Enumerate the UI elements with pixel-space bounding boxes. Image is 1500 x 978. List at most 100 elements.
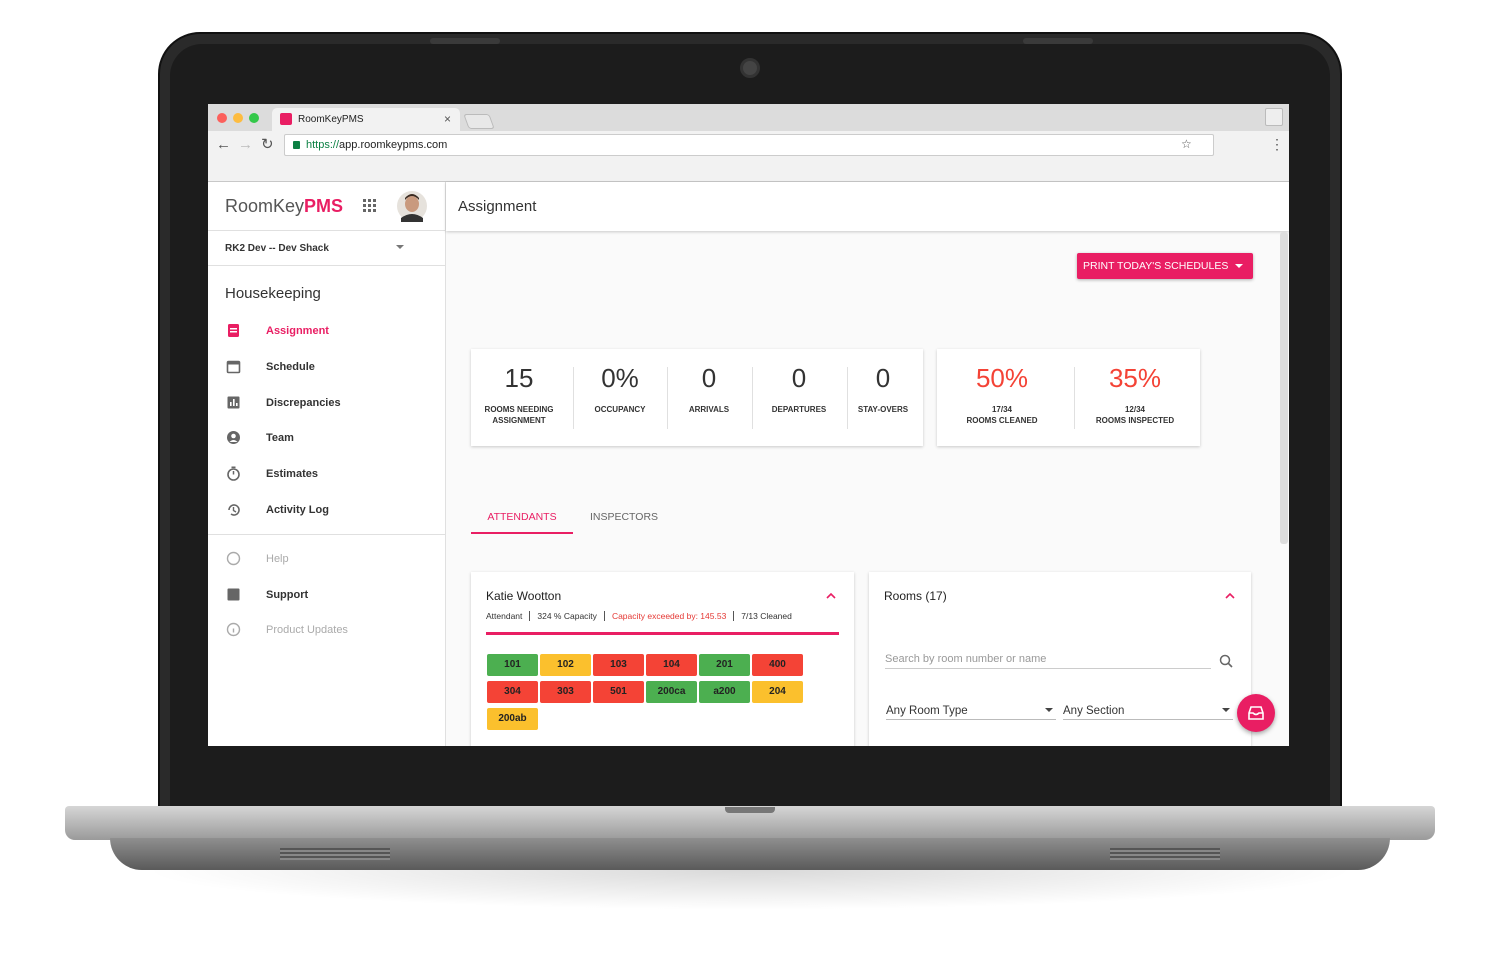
role: Attendant: [486, 611, 523, 621]
nav-item[interactable]: Activity Log: [266, 504, 329, 516]
room-chip[interactable]: 303: [540, 681, 591, 703]
header: Assignment: [446, 182, 1289, 231]
select-arrow: [1222, 708, 1230, 716]
bookmark-star[interactable]: ☆: [1181, 137, 1192, 151]
camera: [740, 58, 760, 78]
nav-icon: [228, 324, 239, 337]
speaker-grill: [1110, 848, 1220, 860]
stat-value: 0%: [601, 363, 639, 393]
room-chip[interactable]: 200ca: [646, 681, 697, 703]
stat-divider: [752, 367, 753, 429]
nav-icon: [227, 431, 240, 445]
nav-icon: [226, 622, 241, 637]
room-search[interactable]: Search by room number or name: [885, 653, 1211, 669]
tab[interactable]: INSPECTORS: [589, 511, 659, 523]
progress-count: 17/34: [991, 405, 1013, 414]
room-chip[interactable]: 204: [752, 681, 803, 703]
tab[interactable]: ATTENDANTS: [487, 511, 557, 523]
back-button[interactable]: ←: [216, 136, 231, 153]
section-select[interactable]: Any Section: [1063, 705, 1233, 720]
room-chip[interactable]: 200ab: [487, 708, 538, 730]
room-chip[interactable]: 400: [752, 654, 803, 676]
nav-icon: [227, 588, 240, 601]
url-host: app.roomkeypms.com: [339, 139, 448, 151]
room-chip[interactable]: 501: [593, 681, 644, 703]
stat-divider: [667, 367, 668, 429]
stat-label: ROOMS NEEDING ASSIGNMENT: [484, 405, 554, 425]
capacity-bar: [486, 632, 839, 635]
stat-value: 0: [701, 363, 717, 393]
logo-accent: PMS: [304, 196, 344, 216]
reload-button[interactable]: ↻: [261, 136, 274, 153]
profile-button[interactable]: [1265, 108, 1283, 126]
secondary-nav-item[interactable]: Product Updates: [266, 624, 348, 637]
browser-tab[interactable]: RoomKeyPMS ×: [272, 108, 460, 131]
secondary-nav-item[interactable]: Help: [266, 553, 289, 565]
room-chip[interactable]: 304: [487, 681, 538, 703]
progress-card: 50% 17/34 ROOMS CLEANED 35% 12/34 ROOMS INSPE…: [937, 349, 1200, 446]
maximize-dot[interactable]: [249, 113, 259, 123]
cleaned: 7/13 Cleaned: [733, 611, 792, 621]
scrollbar[interactable]: [1280, 232, 1288, 544]
nav-item[interactable]: Schedule: [266, 360, 315, 373]
room-type-select[interactable]: Any Room Type: [886, 705, 1056, 720]
collapse-icon[interactable]: [826, 592, 836, 599]
nav-item[interactable]: Team: [266, 432, 294, 445]
tab-indicator: [471, 532, 573, 534]
url-bar[interactable]: https://app.roomkeypms.com ☆: [284, 134, 1214, 156]
nav-icon: [228, 504, 240, 516]
capacity: 324 % Capacity: [529, 611, 597, 621]
hinge: [1023, 38, 1093, 44]
minimize-dot[interactable]: [233, 113, 243, 123]
property-selector[interactable]: RK2 Dev -- Dev Shack: [225, 243, 329, 254]
button-arrow: [1235, 264, 1243, 272]
new-tab[interactable]: [463, 114, 495, 129]
divider: [208, 534, 445, 535]
inbox-icon: [1248, 706, 1264, 720]
tab-close[interactable]: ×: [444, 112, 452, 126]
room-chip[interactable]: a200: [699, 681, 750, 703]
avatar[interactable]: [396, 190, 428, 222]
stat-value: 15: [504, 363, 534, 393]
logo-main: RoomKey: [225, 196, 305, 216]
nav-icon: [227, 396, 240, 409]
fab[interactable]: [1237, 694, 1275, 732]
apps-icon[interactable]: [363, 199, 377, 213]
room-chip[interactable]: 201: [699, 654, 750, 676]
room-chip[interactable]: 101: [487, 654, 538, 676]
print-button[interactable]: PRINT TODAY'S SCHEDULES: [1077, 253, 1253, 279]
stat-label: OCCUPANCY: [594, 405, 646, 414]
logo: RoomKeyPMS: [225, 196, 343, 217]
divider: [208, 265, 445, 266]
progress-label: ROOMS INSPECTED: [1095, 416, 1175, 425]
dropdown-arrow: [396, 245, 404, 253]
nav-icon: [226, 551, 241, 566]
favicon: [280, 113, 292, 125]
rooms-title: Rooms (17): [884, 589, 947, 603]
stat-divider: [573, 367, 574, 429]
nav-item[interactable]: Assignment: [266, 325, 329, 337]
secondary-nav-item[interactable]: Support: [266, 588, 309, 601]
stat-value: 0: [875, 363, 891, 393]
nav-item[interactable]: Estimates: [266, 468, 318, 481]
room-chip[interactable]: 102: [540, 654, 591, 676]
nav-icon: [227, 466, 240, 481]
stat: 0 DEPARTURES: [749, 363, 849, 415]
collapse-icon[interactable]: [1225, 592, 1235, 599]
nav-item[interactable]: Discrepancies: [266, 396, 341, 409]
room-chip[interactable]: 104: [646, 654, 697, 676]
room-chip[interactable]: 103: [593, 654, 644, 676]
attendant-info: Attendant 324 % Capacity Capacity exceeded…: [486, 611, 792, 621]
progress-stat: 35% 12/34 ROOMS INSPECTED: [1085, 363, 1185, 426]
capacity-warning: Capacity exceeded by: 145.53: [603, 611, 727, 621]
screen: RoomKeyPMS × ← → ↻ https://app.roomkeypm…: [208, 104, 1289, 746]
close-dot[interactable]: [217, 113, 227, 123]
stat: 0% OCCUPANCY: [570, 363, 670, 415]
url-scheme: https://: [306, 139, 340, 151]
search-icon[interactable]: [1219, 654, 1233, 668]
divider: [208, 230, 445, 231]
menu-button[interactable]: ⋮: [1270, 136, 1284, 152]
nav-icon: [226, 360, 241, 374]
forward-button[interactable]: →: [238, 136, 253, 153]
select-arrow: [1045, 708, 1053, 716]
